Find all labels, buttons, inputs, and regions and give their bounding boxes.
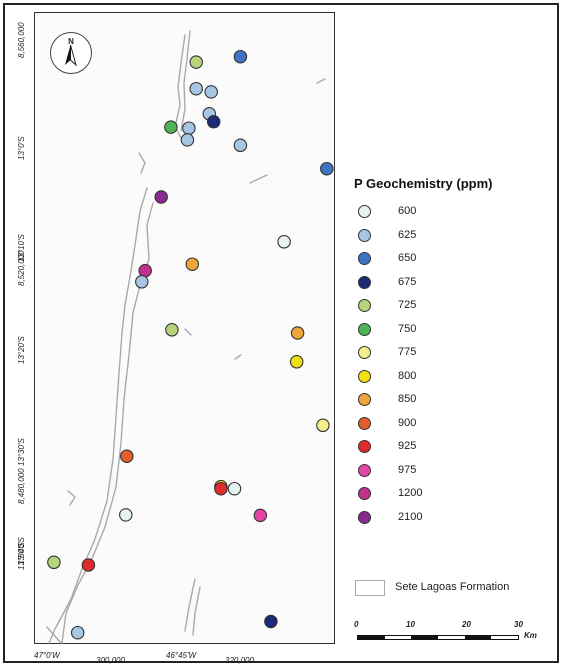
legend-label: 725 xyxy=(398,299,417,311)
scale-segment xyxy=(491,636,519,639)
bottom-tick-2: 46°45'W xyxy=(166,651,197,660)
legend-label: 650 xyxy=(398,252,417,264)
sample-point xyxy=(189,55,203,69)
sample-point xyxy=(138,263,152,278)
formation-swatch xyxy=(355,580,385,596)
legend-swatch xyxy=(358,463,371,477)
scale-tick-0: 0 xyxy=(354,620,359,629)
scale-segment xyxy=(358,636,385,639)
legend-swatch xyxy=(358,228,371,242)
sample-point xyxy=(185,257,200,271)
scale-unit: Km xyxy=(524,631,537,640)
legend-label: 800 xyxy=(398,369,417,382)
legend-swatch xyxy=(358,416,371,430)
north-arrow-glyph xyxy=(65,44,77,67)
sample-points xyxy=(47,49,334,640)
sete-lagoas-outcrops xyxy=(46,30,326,644)
sample-point xyxy=(264,614,278,629)
sample-point xyxy=(47,555,61,570)
legend-label: 675 xyxy=(398,275,417,288)
sample-point xyxy=(135,275,149,289)
legend-label: 775 xyxy=(398,346,417,358)
scale-segment xyxy=(438,636,465,639)
legend-swatch xyxy=(358,252,371,265)
scale-tick-3: 30 xyxy=(514,620,523,629)
north-arrow-icon: N xyxy=(50,32,92,74)
legend-swatch xyxy=(358,275,371,289)
sample-point xyxy=(289,355,304,369)
legend-label: 900 xyxy=(398,416,417,429)
sample-point xyxy=(154,190,168,204)
scale-tick-2: 20 xyxy=(462,620,471,629)
scale-bar: 0 10 20 30 Km xyxy=(354,620,539,652)
bottom-tick-1: 300,000 xyxy=(96,656,125,665)
legend-label: 600 xyxy=(398,205,417,217)
legend-label: 1200 xyxy=(398,487,423,499)
sample-point xyxy=(182,121,196,135)
sample-point xyxy=(165,323,179,337)
sample-point xyxy=(233,138,248,153)
bottom-tick-3: 320,000 xyxy=(225,656,254,665)
scale-tick-1: 10 xyxy=(406,620,415,629)
legend-swatch xyxy=(358,322,371,336)
legend-label: 750 xyxy=(398,322,417,335)
scale-segment xyxy=(384,636,412,639)
sample-point xyxy=(180,133,195,147)
sample-point xyxy=(81,558,96,572)
scale-segment xyxy=(464,636,492,639)
formation-label: Sete Lagoas Formation xyxy=(395,581,510,593)
sample-point xyxy=(70,625,85,640)
legend-swatch xyxy=(358,369,371,383)
sample-point xyxy=(233,49,248,64)
legend-swatch xyxy=(358,346,371,359)
sample-point xyxy=(320,161,334,176)
left-tick-4: 13°20'S xyxy=(17,336,26,364)
legend-swatch xyxy=(358,487,371,500)
legend-swatch xyxy=(358,510,371,524)
sample-point xyxy=(164,120,178,134)
sample-point xyxy=(290,326,305,340)
legend-swatch xyxy=(358,440,371,453)
sample-point xyxy=(214,481,228,496)
legend-label: 625 xyxy=(398,228,417,241)
sample-point xyxy=(204,85,218,99)
legend-label: 2100 xyxy=(398,510,423,523)
sample-point xyxy=(189,81,203,96)
legend-label: 975 xyxy=(398,463,417,476)
sample-point xyxy=(227,481,242,496)
map-panel xyxy=(34,12,335,644)
legend-title: P Geochemistry (ppm) xyxy=(354,176,493,191)
left-tick-1: 13°0'S xyxy=(17,136,26,160)
scale-segment xyxy=(411,636,439,639)
sample-point xyxy=(119,508,133,522)
left-tick-7: 8,480,000 xyxy=(17,468,26,504)
sample-point xyxy=(120,449,134,463)
left-tick-3: 8,520,000 xyxy=(17,250,26,286)
left-tick-0: 8,560,000 xyxy=(17,22,26,58)
legend-swatch xyxy=(358,393,371,406)
legend-swatch xyxy=(358,205,371,218)
north-label: N xyxy=(68,37,74,46)
map-canvas xyxy=(46,30,334,644)
sample-point xyxy=(316,418,330,433)
sample-point xyxy=(253,508,268,523)
sample-point xyxy=(206,115,221,129)
scale-bar-graphic xyxy=(357,635,519,640)
sample-point xyxy=(277,235,291,249)
left-tick-8: 13°50'S xyxy=(17,542,26,570)
bottom-tick-0: 47°0'W xyxy=(34,651,60,660)
legend-label: 850 xyxy=(398,393,417,405)
left-tick-5: 13°30'S xyxy=(17,438,26,466)
legend-swatch xyxy=(358,299,371,312)
legend-label: 925 xyxy=(398,440,417,452)
